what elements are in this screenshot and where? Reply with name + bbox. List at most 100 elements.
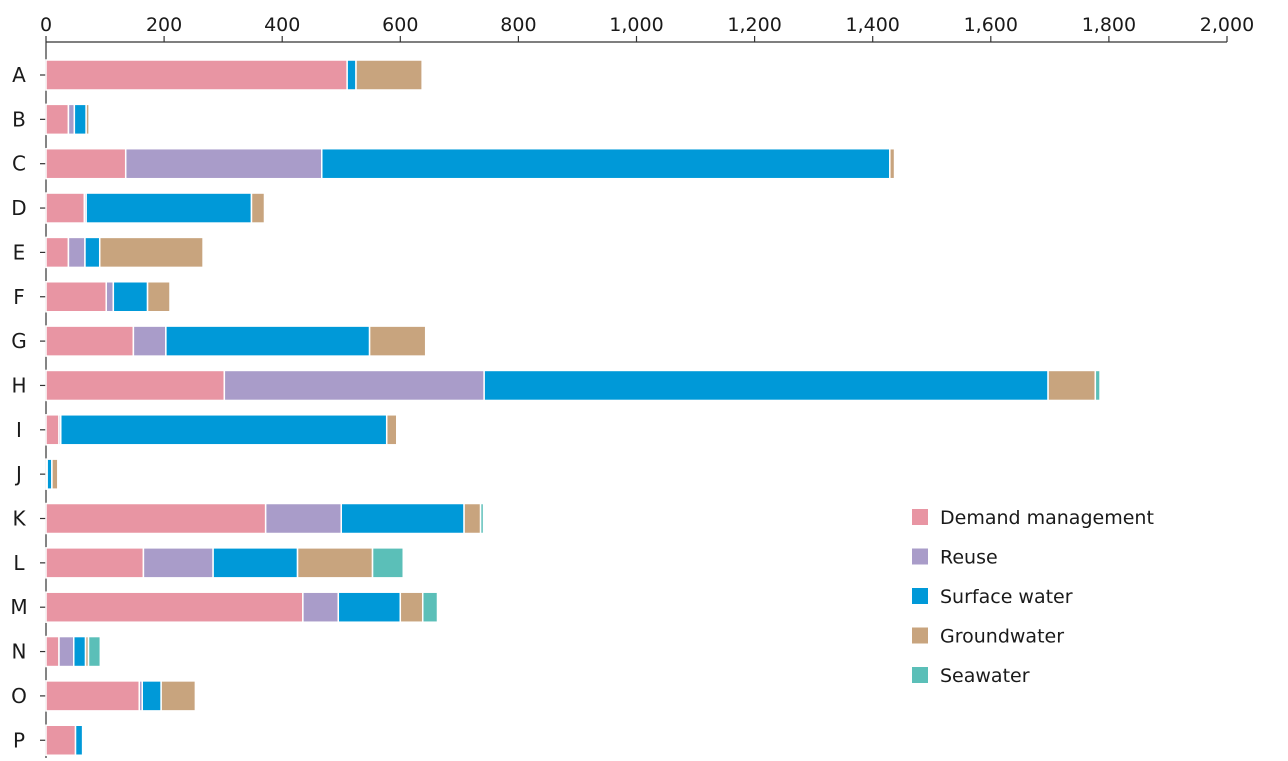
bar-segment-k-groundwater: [463, 502, 482, 535]
bar-segment-e-groundwater: [98, 236, 204, 269]
bar-segment-c-groundwater: [889, 147, 896, 180]
category-label: K: [12, 507, 26, 531]
bar-segment-m-demand-management: [45, 591, 304, 623]
category-label: B: [12, 107, 26, 131]
bar-segment-b-groundwater: [85, 103, 90, 136]
legend-label: Surface water: [940, 586, 1073, 608]
bar-segment-k-seawater: [479, 502, 485, 535]
category-label: C: [12, 152, 26, 176]
bar-segment-f-groundwater: [146, 281, 171, 313]
bar-segment-p-surface-water: [74, 724, 84, 756]
bar-segment-h-seawater: [1094, 369, 1101, 402]
legend-swatch: [912, 627, 928, 644]
x-tick-label: 600: [382, 14, 418, 36]
bar-segment-k-surface-water: [340, 502, 465, 535]
bar-segment-o-demand-management: [45, 680, 141, 712]
bar-segment-l-surface-water: [212, 547, 299, 579]
legend-label: Reuse: [940, 547, 998, 569]
legend: Demand management Reuse Surface water Groun…: [912, 507, 1154, 687]
bar-segment-n-demand-management: [45, 635, 60, 668]
category-label: A: [12, 63, 26, 87]
bar-segment-d-surface-water: [85, 192, 253, 224]
category-label: L: [13, 551, 25, 575]
bar-segment-k-reuse: [264, 502, 342, 535]
bar-segment-g-surface-water: [165, 325, 371, 357]
category-label: D: [11, 196, 26, 220]
bar-segment-m-surface-water: [337, 591, 402, 623]
category-label: N: [12, 640, 27, 664]
legend-swatch: [912, 509, 928, 525]
bar-segment-j-groundwater: [51, 458, 59, 490]
bar-segment-f-demand-management: [45, 281, 107, 313]
bar-segment-g-groundwater: [368, 325, 427, 357]
x-tick-label: 1,800: [1082, 14, 1136, 36]
bar-segment-g-demand-management: [45, 325, 135, 357]
bar-segment-a-surface-water: [346, 59, 357, 91]
bar-segment-i-surface-water: [60, 414, 388, 446]
bar-segment-e-demand-management: [45, 236, 70, 269]
bar-segment-c-surface-water: [321, 147, 891, 180]
bar-segment-f-reuse: [105, 281, 115, 313]
bar-segment-a-groundwater: [355, 59, 423, 91]
category-label: J: [14, 462, 22, 486]
bar-segment-b-reuse: [67, 103, 76, 136]
bar-segment-h-demand-management: [45, 369, 226, 402]
bar-segment-d-demand-management: [45, 192, 86, 224]
bar-segment-f-surface-water: [112, 281, 149, 313]
category-label: E: [13, 240, 26, 264]
bar-segment-g-reuse: [132, 325, 167, 357]
x-tick-label: 1,400: [845, 14, 899, 36]
bar-segment-m-reuse: [302, 591, 340, 623]
bar-segment-a-demand-management: [45, 59, 348, 91]
bar-segment-b-surface-water: [73, 103, 87, 136]
bars: [45, 59, 1101, 756]
legend-swatch: [912, 588, 928, 604]
bar-segment-e-surface-water: [84, 236, 101, 269]
bar-segment-l-demand-management: [45, 547, 145, 579]
bar-segment-h-reuse: [223, 369, 485, 402]
bar-segment-n-seawater: [87, 635, 102, 668]
legend-label: Demand management: [940, 507, 1154, 529]
x-tick-label: 1,600: [964, 14, 1018, 36]
bar-segment-i-groundwater: [385, 414, 398, 446]
bar-segment-h-groundwater: [1047, 369, 1097, 402]
bar-segment-l-seawater: [371, 547, 405, 579]
bar-segment-n-reuse: [58, 635, 75, 668]
x-tick-label: 800: [500, 14, 536, 36]
category-label: G: [11, 329, 27, 353]
bar-segment-l-reuse: [142, 547, 214, 579]
category-label: P: [13, 728, 25, 752]
bar-segment-c-demand-management: [45, 147, 127, 180]
category-label: O: [11, 684, 27, 708]
category-label: F: [13, 285, 25, 309]
legend-swatch: [912, 667, 928, 683]
category-label: M: [10, 595, 27, 619]
bar-segment-m-seawater: [421, 591, 439, 623]
bar-segment-o-groundwater: [160, 680, 197, 712]
bar-segment-h-surface-water: [483, 369, 1049, 402]
bar-segment-d-groundwater: [250, 192, 266, 224]
legend-label: Groundwater: [940, 626, 1064, 648]
category-label: I: [16, 418, 22, 442]
bar-segment-k-demand-management: [45, 502, 267, 535]
legend-label: Seawater: [940, 665, 1030, 687]
bar-segment-o-surface-water: [141, 680, 162, 712]
x-axis: 0 200 400 600 800 1,000 1,200 1,400 1,600 1,800 2,…: [40, 14, 1254, 43]
x-tick-label: 2,000: [1200, 14, 1254, 36]
bar-segment-e-reuse: [67, 236, 86, 269]
x-tick-label: 0: [40, 14, 52, 36]
legend-swatch: [912, 548, 928, 565]
category-label: H: [11, 373, 26, 397]
x-tick-label: 1,200: [727, 14, 781, 36]
bar-segment-b-demand-management: [45, 103, 70, 136]
bar-segment-c-reuse: [124, 147, 323, 180]
bar-segment-m-groundwater: [399, 591, 424, 623]
bar-segment-l-groundwater: [296, 547, 374, 579]
bar-segment-i-demand-management: [45, 414, 60, 446]
x-tick-label: 1,000: [609, 14, 663, 36]
x-tick-label: 400: [264, 14, 300, 36]
bar-segment-p-demand-management: [45, 724, 77, 756]
x-tick-label: 200: [146, 14, 182, 36]
